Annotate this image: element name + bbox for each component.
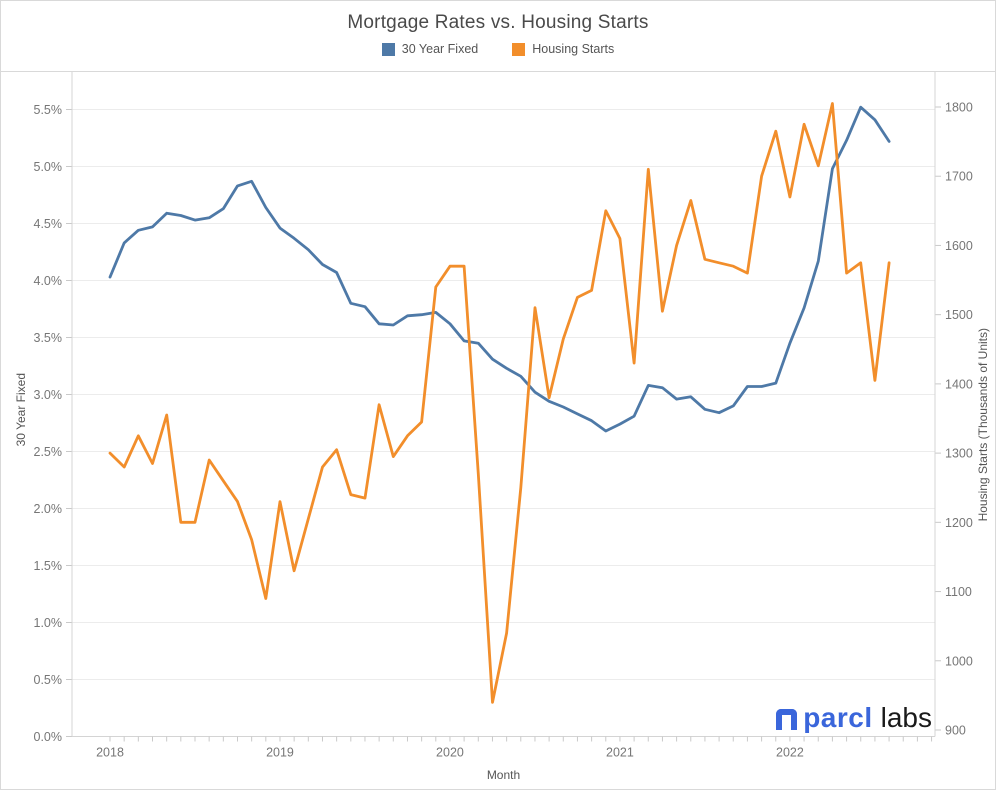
y-left-tick-label: 1.5%: [34, 559, 63, 573]
y-right-tick-label: 1600: [945, 239, 973, 253]
chart-header: Mortgage Rates vs. Housing Starts 30 Yea…: [0, 0, 996, 72]
logo-name: parcl: [803, 702, 873, 733]
y-left-tick-label: 2.5%: [34, 445, 63, 459]
y-axis-title-left: 30 Year Fixed: [14, 373, 28, 447]
y-right-tick-label: 900: [945, 724, 966, 738]
y-right-tick-label: 1000: [945, 654, 973, 668]
y-left-tick-label: 5.5%: [34, 103, 63, 117]
legend-label: Housing Starts: [532, 42, 615, 56]
legend-item-30-year-fixed[interactable]: 30 Year Fixed: [381, 42, 479, 56]
logo-suffix: labs: [880, 702, 932, 733]
y-left-tick-label: 4.0%: [34, 274, 63, 288]
y-left-tick-label: 5.0%: [34, 160, 63, 174]
y-left-tick-label: 1.0%: [34, 616, 63, 630]
x-tick-label: 2022: [776, 746, 804, 760]
y-left-tick-label: 0.5%: [34, 673, 63, 687]
x-axis-title: Month: [486, 768, 521, 782]
y-right-tick-label: 1200: [945, 516, 973, 530]
x-tick-label: 2021: [606, 746, 634, 760]
series-line-housing-starts[interactable]: [108, 102, 891, 704]
legend-item-housing-starts[interactable]: Housing Starts: [512, 42, 614, 56]
y-left-tick-label: 3.5%: [34, 331, 63, 345]
y-right-tick-label: 1700: [945, 170, 973, 184]
parcl-logo-icon: [776, 709, 798, 730]
y-right-tick-label: 1100: [945, 585, 972, 599]
y-axis-title-right: Housing Starts (Thousands of Units): [976, 328, 990, 522]
legend-swatch-blue-icon: [381, 42, 395, 56]
x-tick-label: 2020: [436, 746, 464, 760]
legend-swatch-orange-icon: [512, 42, 526, 56]
legend-label: 30 Year Fixed: [401, 42, 479, 56]
y-left-tick-label: 0.0%: [34, 730, 63, 744]
y-right-tick-label: 1800: [945, 101, 973, 115]
x-tick-label: 2019: [266, 746, 294, 760]
x-tick-label: 2018: [96, 746, 124, 760]
chart-title: Mortgage Rates vs. Housing Starts: [347, 12, 649, 33]
y-left-tick-label: 2.0%: [34, 502, 63, 516]
y-right-tick-label: 1500: [945, 308, 973, 322]
parcl-labs-logo: parcl labs: [776, 702, 932, 734]
y-right-tick-label: 1400: [945, 377, 973, 391]
y-left-tick-label: 4.5%: [34, 217, 63, 231]
series-line-30-year-fixed[interactable]: [108, 105, 891, 433]
legend: 30 Year Fixed Housing Starts: [0, 42, 996, 56]
y-right-tick-label: 1300: [945, 447, 973, 461]
y-left-tick-label: 3.0%: [34, 388, 63, 402]
